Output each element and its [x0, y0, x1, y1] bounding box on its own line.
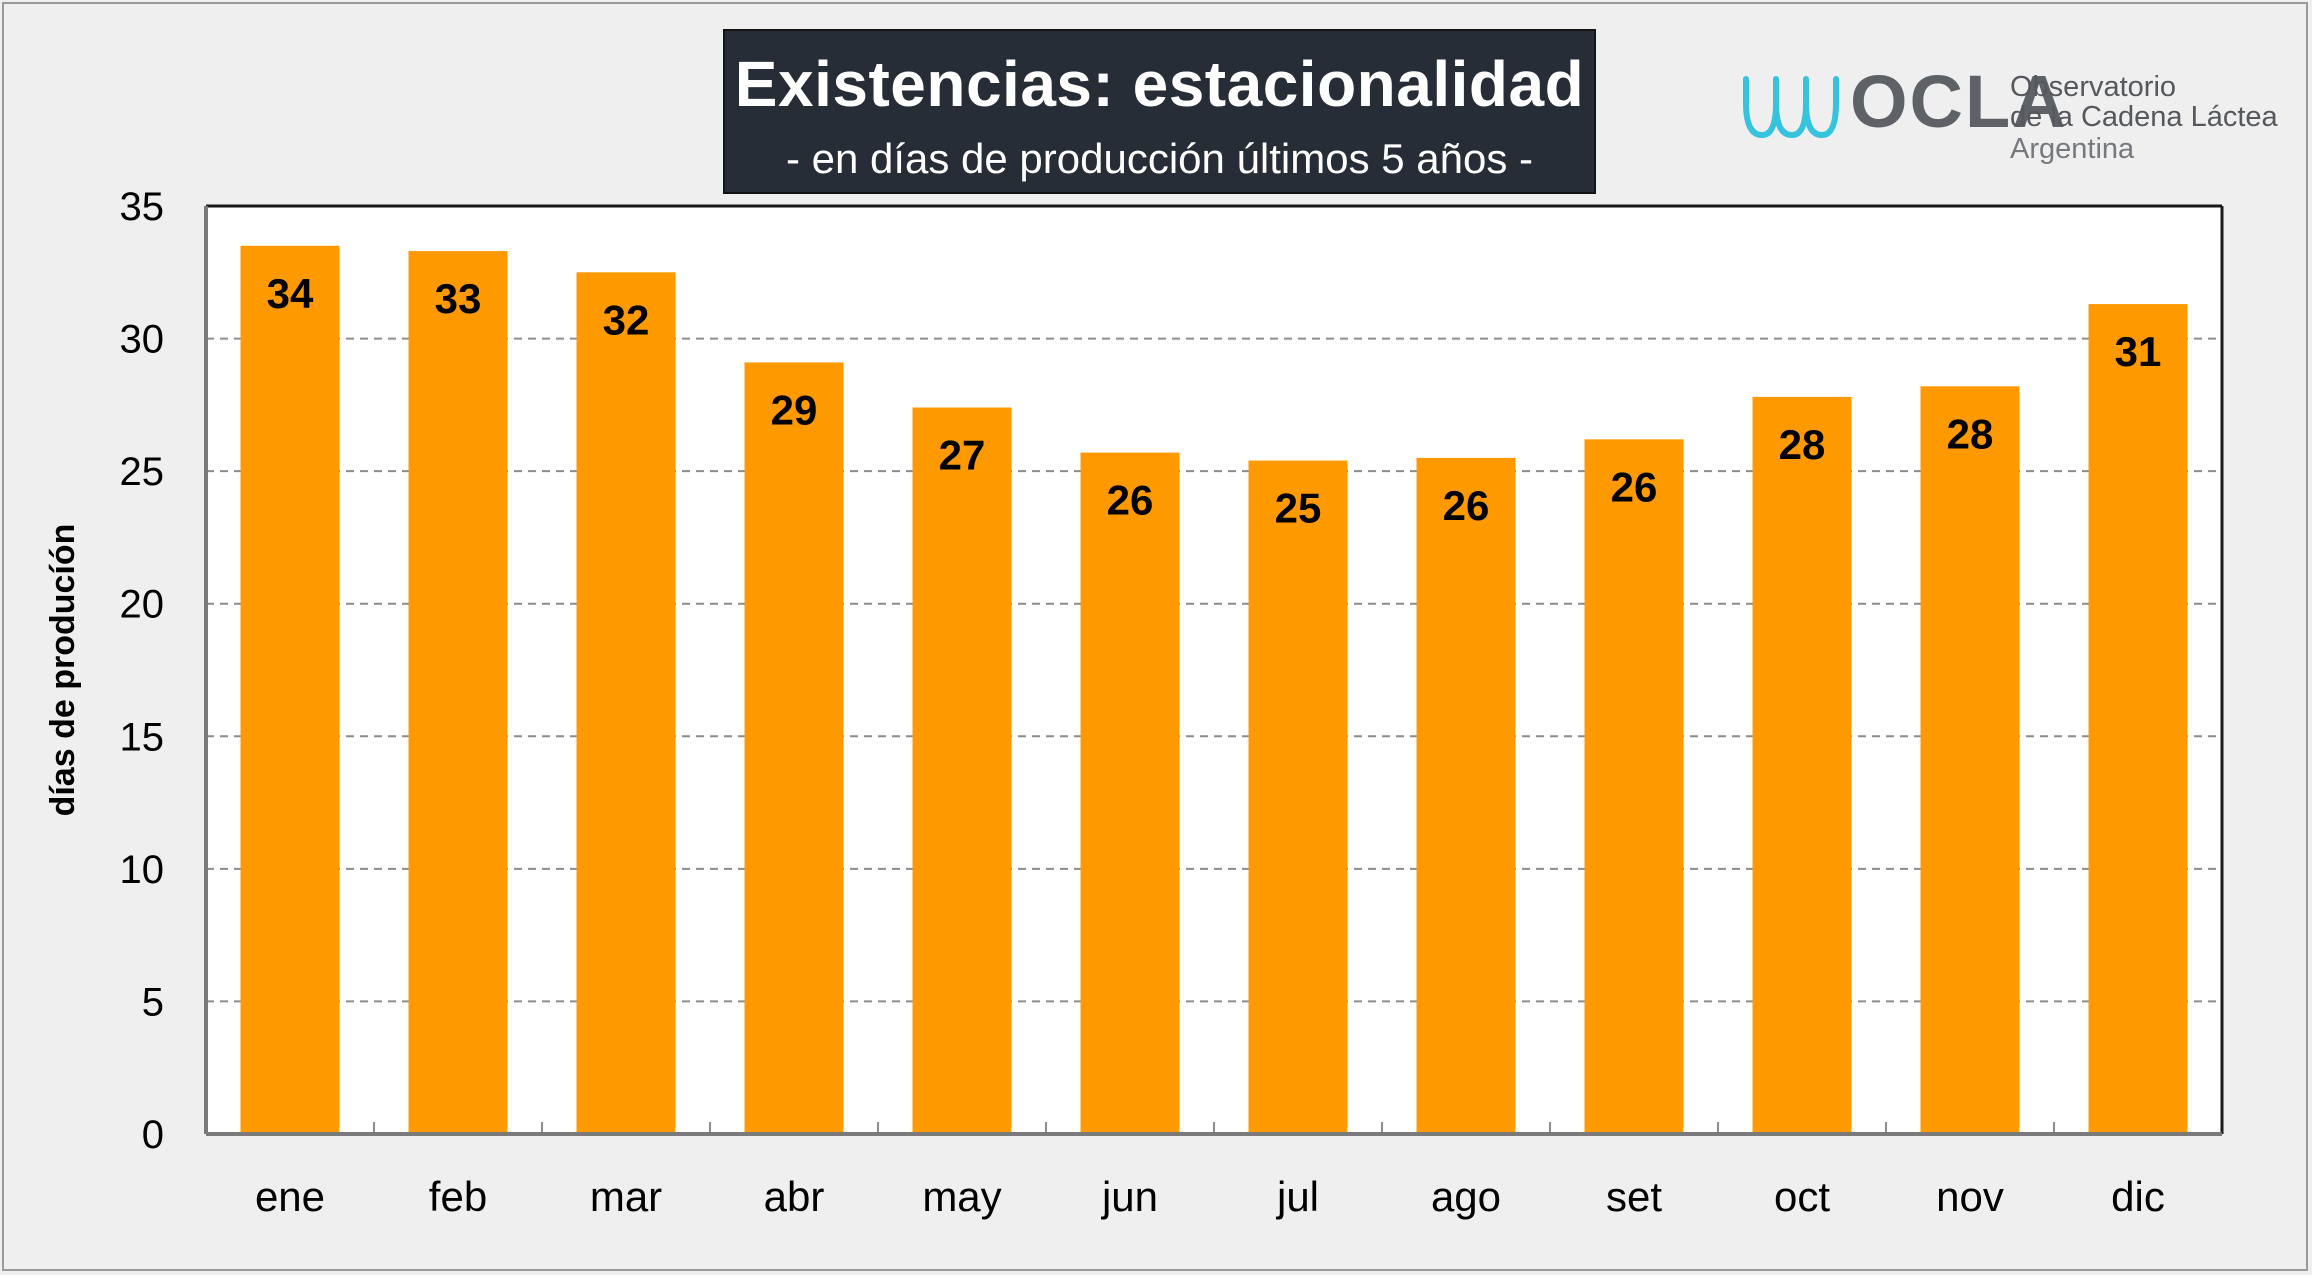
x-tick-label: oct: [1774, 1173, 1830, 1220]
y-tick-label: 0: [142, 1113, 164, 1157]
bar-abr: [744, 362, 844, 1134]
data-label: 29: [771, 386, 818, 433]
wave-logo-icon: [1743, 76, 1839, 139]
bar-dic: [2088, 304, 2188, 1134]
y-tick-label: 35: [120, 185, 165, 229]
title-box: Existencias: estacionalidad - en días de…: [723, 29, 1596, 194]
x-tick-label: jul: [1275, 1173, 1319, 1220]
data-label: 28: [1947, 410, 1994, 457]
y-tick-label: 30: [120, 318, 165, 362]
x-tick-label: ene: [255, 1173, 325, 1220]
data-label: 31: [2115, 328, 2162, 375]
bar-ene: [240, 245, 340, 1134]
x-tick-label: mar: [590, 1173, 662, 1220]
data-label: 26: [1107, 477, 1154, 524]
bar-jul: [1248, 460, 1348, 1135]
x-tick-label: ago: [1431, 1173, 1501, 1220]
bar-ago: [1416, 457, 1516, 1134]
x-tick-label: feb: [429, 1173, 487, 1220]
y-tick-label: 5: [142, 980, 164, 1024]
y-tick-label: 15: [120, 715, 165, 759]
x-tick-label: nov: [1936, 1173, 2004, 1220]
logo-tagline-line2: de la Cadena Láctea: [2010, 101, 2278, 133]
x-tick-label: dic: [2111, 1173, 2165, 1220]
y-tick-label: 25: [120, 450, 165, 494]
data-label: 26: [1443, 482, 1490, 529]
plot-area: [206, 206, 2222, 1134]
data-label: 27: [939, 432, 986, 479]
logo-tagline-line1: Observatorio: [2010, 71, 2177, 103]
x-tick-label: set: [1606, 1173, 1662, 1220]
y-axis-label: días de producíón: [44, 524, 82, 817]
logo-tagline-line3: Argentina: [2010, 133, 2135, 165]
logo-name: OCLA: [1850, 60, 2068, 143]
bar-feb: [408, 251, 508, 1134]
bar-mar: [576, 272, 676, 1134]
data-label: 32: [603, 296, 650, 343]
bar-set: [1584, 439, 1684, 1135]
bar-may: [912, 407, 1012, 1135]
x-tick-label: abr: [764, 1173, 825, 1220]
bar-nov: [1920, 386, 2020, 1135]
chart-subtitle: - en días de producción últimos 5 años -: [785, 135, 1534, 182]
data-label: 26: [1611, 463, 1658, 510]
x-tick-label: jun: [1100, 1173, 1158, 1220]
y-tick-label: 20: [120, 583, 165, 627]
bar-oct: [1752, 396, 1852, 1135]
data-label: 34: [267, 270, 314, 317]
data-label: 28: [1779, 421, 1826, 468]
ocla-logo: OCLA Observatorio de la Cadena Láctea Ar…: [1742, 59, 2278, 169]
chart-title: Existencias: estacionalidad: [734, 48, 1585, 120]
data-label: 25: [1275, 485, 1322, 532]
y-tick-label: 10: [120, 848, 165, 892]
bar-jun: [1080, 452, 1180, 1134]
data-label: 33: [435, 275, 482, 322]
x-tick-label: may: [922, 1173, 1001, 1220]
bar-chart: 0 5 10 15 20 25 30 35 34 ene 33 feb 32 mar 29 abr 27 may 2…: [44, 185, 2224, 1220]
